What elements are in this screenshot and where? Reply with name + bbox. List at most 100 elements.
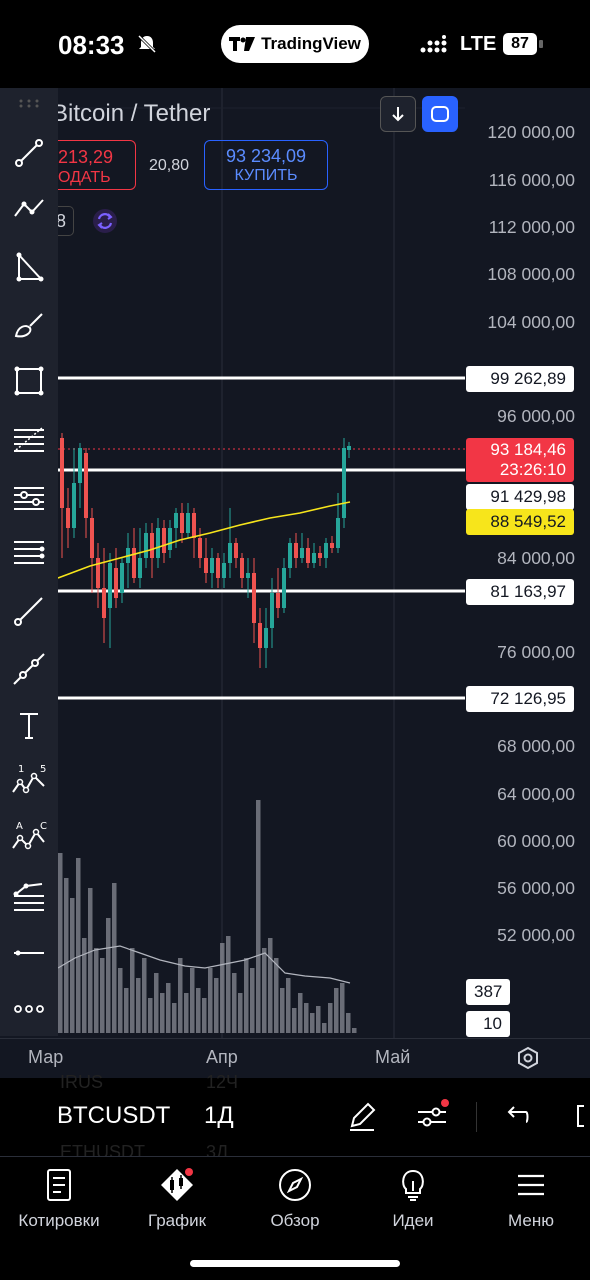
candle-body xyxy=(228,543,232,563)
trend-line-tool[interactable] xyxy=(8,132,50,174)
volume-bar xyxy=(250,968,255,1033)
bottom-navigation: Котировки График Обзор Идеи Меню xyxy=(0,1156,590,1280)
price-tick: 76 000,00 xyxy=(497,642,575,662)
fullscreen-button[interactable] xyxy=(422,96,458,132)
scroll-down-button[interactable] xyxy=(380,96,416,132)
ghost-symbol: IRUS xyxy=(60,1072,104,1092)
volume-bar xyxy=(124,988,129,1033)
pitchfork-tool[interactable] xyxy=(8,876,50,918)
volume-bar xyxy=(352,1028,357,1033)
brush-tool[interactable] xyxy=(8,304,50,346)
extended-line-tool[interactable] xyxy=(8,648,50,690)
nav-menu[interactable]: Меню xyxy=(472,1167,590,1231)
home-indicator[interactable] xyxy=(190,1260,400,1267)
spread-value: 20,80 xyxy=(149,157,190,174)
interval-chip[interactable]: 8 xyxy=(48,206,74,236)
time-axis[interactable]: Мар Апр Май xyxy=(0,1038,590,1078)
level-tag-4[interactable]: 72 126,95 xyxy=(466,686,574,712)
sell-button[interactable]: 213,29 ОДАТЬ xyxy=(48,140,136,190)
app-pill[interactable]: TradingView xyxy=(221,25,369,63)
text-tool[interactable] xyxy=(8,704,50,746)
volume-bar xyxy=(202,998,207,1033)
candle-body xyxy=(180,513,184,533)
candle-body xyxy=(204,558,208,573)
volume-ma-line xyxy=(57,945,351,984)
volume-bar xyxy=(322,1023,327,1033)
sell-label: ОДАТЬ xyxy=(58,169,111,186)
candle-body xyxy=(60,438,64,508)
divider xyxy=(476,1102,477,1132)
fullscreen-icon[interactable] xyxy=(566,1098,590,1134)
candle-body xyxy=(162,528,166,553)
volume-bar xyxy=(310,1013,315,1033)
nav-overview[interactable]: Обзор xyxy=(236,1167,354,1231)
nav-chart[interactable]: График xyxy=(118,1167,236,1231)
volume-bar xyxy=(154,973,159,1033)
volume-bar xyxy=(70,898,75,1033)
gann-icon xyxy=(14,487,44,510)
settings-hex-icon[interactable] xyxy=(516,1046,540,1070)
text-icon xyxy=(20,713,38,739)
candle-body xyxy=(318,553,322,558)
candle-body xyxy=(252,573,256,623)
price-tick: 112 000,00 xyxy=(488,217,575,237)
symbol-selector[interactable]: BTCUSDT xyxy=(57,1102,171,1129)
price-tick: 116 000,00 xyxy=(488,170,575,190)
status-bar: 08:33 TradingView LTE 87 xyxy=(0,0,590,88)
nav-label: Обзор xyxy=(270,1211,320,1230)
candle-body xyxy=(330,543,334,548)
rectangle-tool[interactable] xyxy=(8,360,50,402)
replay-icon[interactable] xyxy=(92,208,118,234)
volume-bar xyxy=(238,993,243,1033)
nav-ideas[interactable]: Идеи xyxy=(354,1167,472,1231)
volume-bar xyxy=(232,973,237,1033)
undo-icon[interactable] xyxy=(500,1098,536,1134)
month-label: Май xyxy=(375,1047,411,1067)
horizontal-ray-tool[interactable] xyxy=(8,932,50,974)
volume-bar xyxy=(226,936,231,1033)
channel-tool[interactable] xyxy=(8,532,50,574)
fib-retracement-tool[interactable] xyxy=(8,418,50,460)
nav-quotes[interactable]: Котировки xyxy=(0,1167,118,1231)
gann-tool[interactable] xyxy=(8,476,50,518)
month-label: Мар xyxy=(28,1047,64,1067)
current-price-value: 93 184,46 xyxy=(490,440,566,459)
ray-tool[interactable] xyxy=(8,590,50,632)
timeframe-selector[interactable]: 1Д xyxy=(204,1102,234,1129)
candle-body xyxy=(258,623,262,648)
chart-area[interactable]: Bitcoin / Tether 213,29 ОДАТЬ 20,80 93 2… xyxy=(0,88,590,1038)
clock: 08:33 xyxy=(58,30,125,60)
buy-price: 93 234,09 xyxy=(225,146,307,166)
nav-label: Идеи xyxy=(392,1211,434,1230)
moving-average-line xyxy=(57,501,351,579)
volume-bar xyxy=(100,958,105,1033)
volume-bar xyxy=(316,1006,321,1033)
pencil-icon[interactable] xyxy=(344,1098,380,1134)
candle-body xyxy=(234,543,238,558)
quotes-list-icon xyxy=(47,1169,71,1201)
triangle-pattern-icon xyxy=(16,252,44,282)
level-tag-3[interactable]: 81 163,97 xyxy=(466,579,574,605)
level-tag-1[interactable]: 99 262,89 xyxy=(466,366,574,392)
candle-body xyxy=(144,533,148,558)
volume-bar xyxy=(340,983,345,1033)
buy-button[interactable]: 93 234,09 КУПИТЬ xyxy=(204,140,328,190)
pitchfork-icon xyxy=(13,883,44,911)
path-tool[interactable] xyxy=(8,188,50,230)
candle-body xyxy=(288,543,292,568)
network-type: LTE xyxy=(460,33,497,55)
symbol-title[interactable]: Bitcoin / Tether xyxy=(52,100,211,127)
drag-handle-icon[interactable] xyxy=(18,98,40,108)
triangle-tool[interactable] xyxy=(8,246,50,288)
candle-body xyxy=(347,446,351,450)
indicators-icon[interactable] xyxy=(414,1098,450,1134)
level-tag-2[interactable]: 91 429,98 xyxy=(466,484,574,510)
volume-bar xyxy=(298,993,303,1033)
price-tick: 108 000,00 xyxy=(487,264,575,284)
volume-bar xyxy=(304,1003,309,1033)
volume-bar xyxy=(244,958,249,1033)
more-tools-button[interactable] xyxy=(8,988,50,1030)
volume-bar xyxy=(118,968,123,1033)
